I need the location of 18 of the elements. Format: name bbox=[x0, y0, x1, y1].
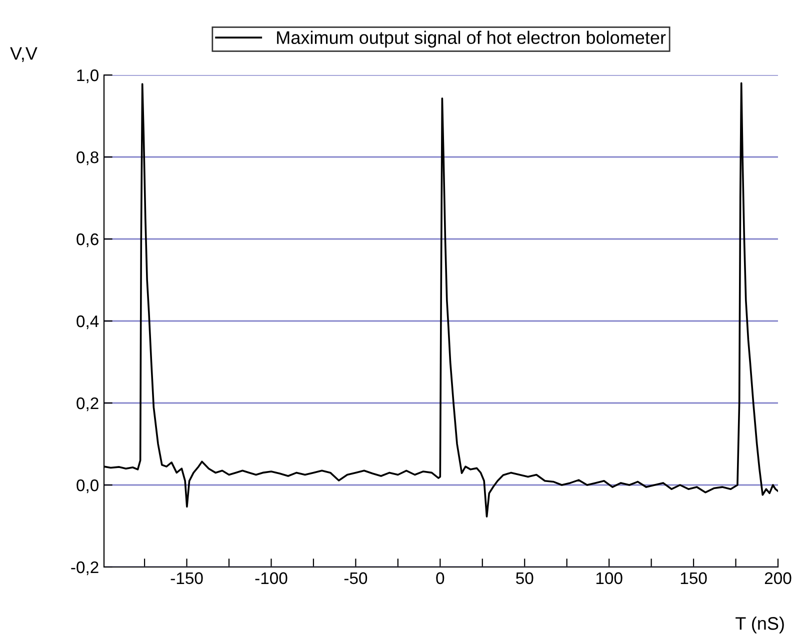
x-tick-label: -50 bbox=[344, 572, 368, 584]
y-tick-label: 0,2 bbox=[76, 397, 98, 412]
x-tick-label: -150 bbox=[170, 572, 203, 584]
x-tick-label: 200 bbox=[764, 572, 792, 584]
y-tick-label: 0,6 bbox=[76, 233, 98, 248]
y-tick-label: 0,8 bbox=[76, 151, 98, 166]
x-tick-label: 50 bbox=[516, 572, 534, 584]
y-axis-title: V,V bbox=[10, 47, 38, 62]
legend-label: Maximum output signal of hot electron bolometer bbox=[277, 30, 666, 48]
y-tick-label: 1,0 bbox=[77, 69, 98, 84]
y-tick-label: 0,4 bbox=[76, 315, 99, 330]
x-tick-label: -100 bbox=[255, 572, 288, 584]
x-tick-label: 100 bbox=[596, 572, 622, 584]
y-tick-label: 0,0 bbox=[76, 479, 98, 494]
y-tick-label: -0,2 bbox=[71, 561, 98, 576]
x-tick-label: 0 bbox=[436, 572, 444, 584]
x-tick-label: 150 bbox=[680, 572, 707, 584]
x-axis-title: T (nS) bbox=[736, 616, 784, 634]
